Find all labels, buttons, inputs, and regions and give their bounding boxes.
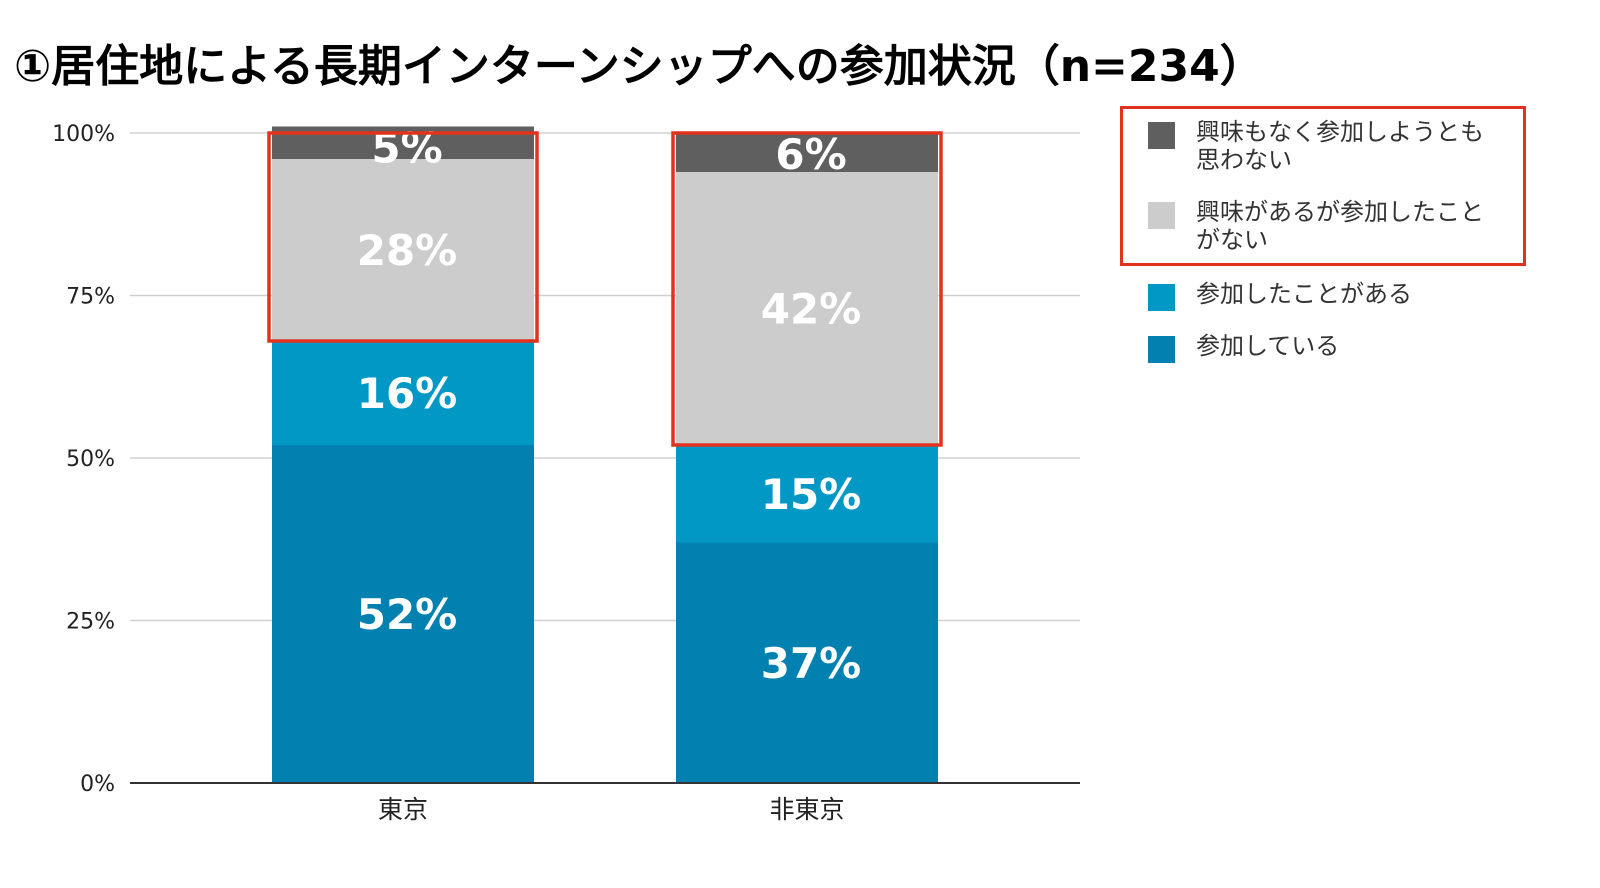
data-label: 52% [357,590,458,639]
y-tick-label: 25% [66,610,115,635]
bar-segment [272,445,534,783]
y-tick-label: 0% [80,772,115,797]
data-label: 5% [371,124,442,173]
legend: 興味もなく参加しようとも 思わない 興味があるが参加したこと がない 参加したことがある… [1148,112,1548,363]
legend-label: 興味があるが参加したこと がない [1196,198,1546,254]
bar-segment [676,445,938,543]
legend-swatch [1148,284,1175,311]
legend-swatch [1148,336,1175,363]
legend-label-line: がない [1196,226,1268,254]
x-category-label: 東京 [378,795,428,824]
legend-label: 参加している [1196,332,1546,360]
y-tick-label: 100% [52,122,115,147]
highlight-box [267,131,539,343]
legend-label: 参加したことがある [1196,280,1546,308]
legend-label: 興味もなく参加しようとも 思わない [1196,118,1546,174]
legend-label-line: 興味があるが参加したこと [1196,198,1484,226]
legend-label-line: 興味もなく参加しようとも [1196,118,1484,146]
legend-swatch [1148,202,1175,229]
legend-label-line: 思わない [1196,146,1292,174]
data-label: 15% [761,470,862,519]
data-label: 37% [761,639,862,688]
y-tick-label: 75% [66,285,115,310]
highlight-box [671,131,943,447]
legend-label-line: 参加している [1196,332,1340,360]
x-category-label: 非東京 [769,795,844,824]
legend-swatch [1148,122,1175,149]
y-tick-label: 50% [66,447,115,472]
chart-title: ①居住地による長期インターンシップへの参加状況（n=234） [14,41,1264,92]
bar-segment [676,133,938,172]
data-label: 42% [761,285,862,334]
data-label: 6% [775,130,846,179]
data-label: 16% [357,369,458,418]
bar-segment [676,542,938,783]
bar-segment [272,159,534,341]
legend-label-line: 参加したことがある [1196,280,1412,308]
data-label: 28% [357,226,458,275]
bar-segment [676,172,938,445]
bar-segment [272,341,534,445]
